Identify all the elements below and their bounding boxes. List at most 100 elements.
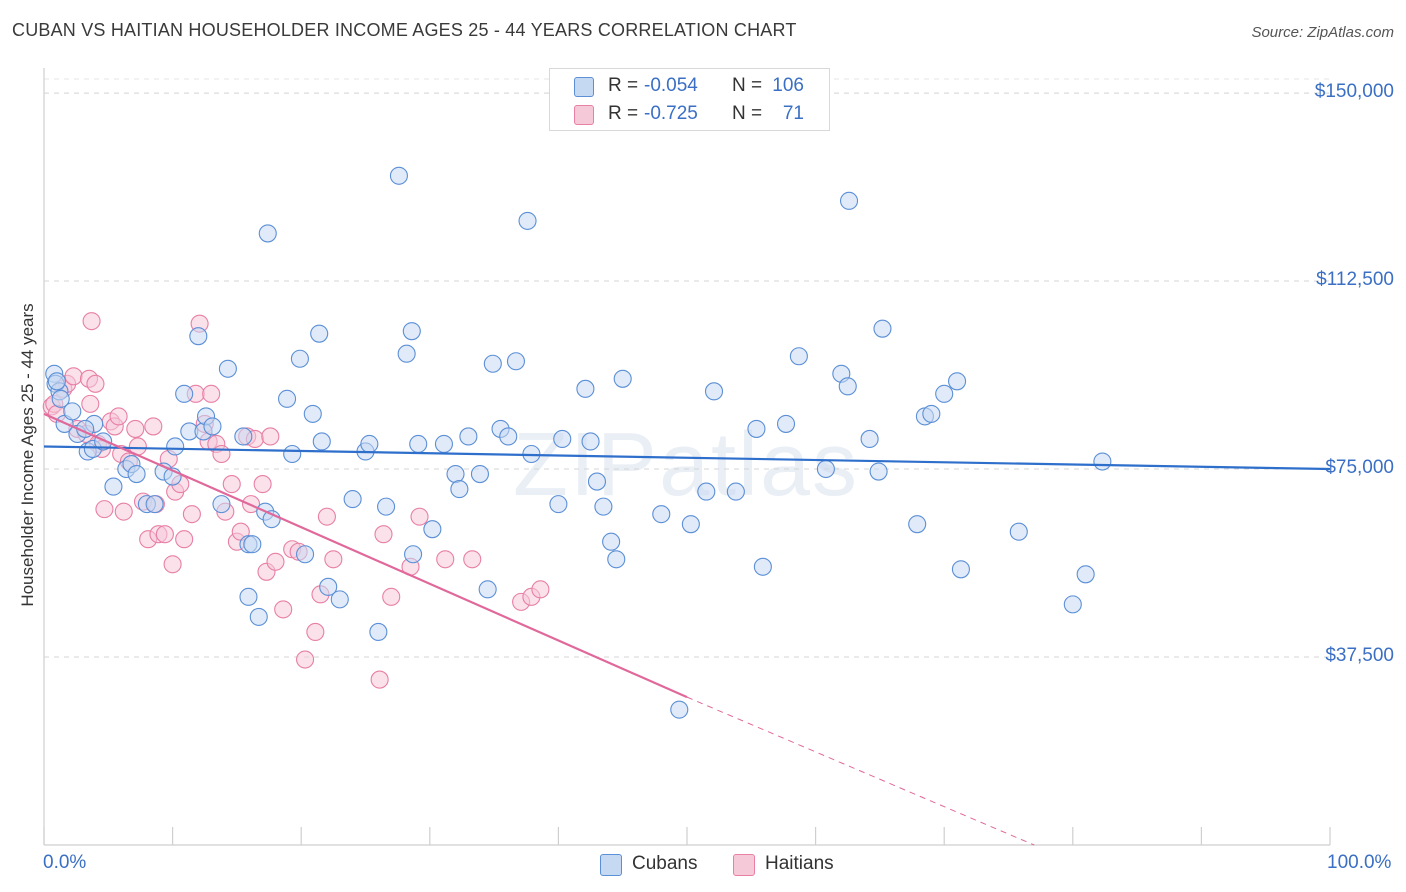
haitians-point — [163, 555, 182, 574]
cubans-point — [753, 557, 772, 576]
cubans-point — [681, 515, 700, 534]
cubans-point — [47, 372, 66, 391]
cubans-point — [576, 379, 595, 398]
cubans-point — [175, 384, 194, 403]
cubans-point — [389, 166, 408, 185]
haitians-point — [296, 650, 315, 669]
cubans-point — [303, 404, 322, 423]
cubans-point — [873, 319, 892, 338]
cubans-point — [51, 389, 70, 408]
cubans-point — [506, 352, 526, 371]
haitians-point — [531, 580, 550, 599]
cubans-point — [1009, 522, 1028, 541]
cubans-swatch — [574, 77, 594, 97]
haitians-point — [81, 394, 100, 413]
cubans-point — [239, 587, 258, 606]
y-tick-label: $37,500 — [1325, 645, 1394, 667]
cubans-point — [935, 384, 954, 403]
haitians-point — [95, 500, 114, 519]
cubans-point — [789, 347, 808, 366]
cubans-point — [249, 607, 268, 626]
cubans-point — [343, 490, 362, 509]
cubans-point — [726, 482, 745, 501]
axes — [43, 68, 1331, 846]
cubans-point — [747, 419, 766, 438]
haitians-point — [64, 367, 83, 386]
cubans-point — [478, 580, 497, 599]
haitians-point — [212, 444, 231, 464]
cubans-point — [234, 427, 253, 446]
r-value: -0.054 — [644, 75, 698, 96]
cubans-point — [434, 434, 453, 454]
cubans-point — [594, 497, 613, 516]
cubans-point — [776, 414, 796, 433]
haitians-point — [410, 507, 429, 526]
cubans-point — [310, 324, 329, 343]
cubans-point — [1063, 595, 1082, 614]
cubans-point — [402, 322, 421, 341]
cubans-point — [258, 224, 277, 243]
r-label: R = — [608, 103, 639, 124]
cubans-point — [951, 560, 970, 579]
cubans-point — [613, 369, 632, 388]
haitians-point — [382, 587, 401, 606]
cubans-point — [587, 472, 607, 491]
haitians-legend-swatch — [733, 854, 755, 876]
y-tick-label: $112,500 — [1316, 269, 1394, 291]
legend-row-cubans: R = -0.054 N = 106 — [550, 72, 829, 100]
cubans-point — [602, 532, 621, 551]
cubans-point — [704, 382, 724, 401]
haitians-point — [374, 525, 393, 544]
cubans-point — [404, 545, 423, 564]
cubans-point — [922, 404, 941, 423]
haitians-point — [306, 622, 325, 642]
haitians-point — [155, 525, 174, 544]
haitians-point — [370, 670, 389, 689]
n-label: N = — [732, 75, 763, 96]
haitians-trend-extension — [686, 696, 1035, 846]
cubans-point — [278, 389, 297, 408]
cubans-point — [312, 432, 331, 451]
cubans-point — [908, 515, 927, 534]
cubans-point — [450, 480, 469, 499]
y-tick-label: $75,000 — [1325, 457, 1394, 479]
x-tick-label-min: 0.0% — [43, 852, 87, 873]
trend-lines — [43, 412, 1331, 846]
haitians-legend-label: Haitians — [765, 853, 834, 874]
cubans-point — [470, 464, 490, 484]
cubans-point — [499, 427, 518, 446]
haitians-point — [317, 507, 336, 526]
r-value: -0.725 — [644, 103, 698, 124]
haitians-point — [175, 530, 194, 549]
watermark: ZIPatlas — [513, 415, 859, 515]
cubans-point — [816, 459, 835, 479]
cubans-trend-line — [43, 445, 1331, 471]
y-tick-label: $150,000 — [1314, 81, 1394, 103]
cubans-point — [549, 495, 568, 514]
cubans-point — [283, 444, 302, 464]
cubans-point — [948, 372, 967, 391]
n-value: 106 — [772, 75, 804, 96]
haitians-point — [463, 550, 482, 569]
haitians-point — [274, 600, 293, 619]
haitians-point — [324, 550, 343, 569]
cubans-point — [377, 497, 396, 516]
cubans-point — [423, 520, 442, 539]
chart-title: CUBAN VS HAITIAN HOUSEHOLDER INCOME AGES… — [12, 20, 797, 40]
haitians-swatch — [574, 105, 594, 125]
cubans-point — [296, 545, 315, 564]
cubans-point — [319, 577, 338, 596]
haitians-point — [126, 419, 145, 438]
haitians-point — [436, 550, 455, 569]
cubans-point — [839, 191, 859, 210]
cubans-point — [127, 464, 146, 484]
cubans-point — [212, 495, 231, 514]
cubans-point — [518, 211, 537, 230]
haitians-point — [82, 312, 101, 331]
haitians-point — [261, 427, 280, 446]
cubans-points — [45, 166, 1112, 719]
cubans-point — [218, 359, 237, 378]
cubans-point — [369, 622, 388, 642]
cubans-point — [607, 550, 626, 569]
